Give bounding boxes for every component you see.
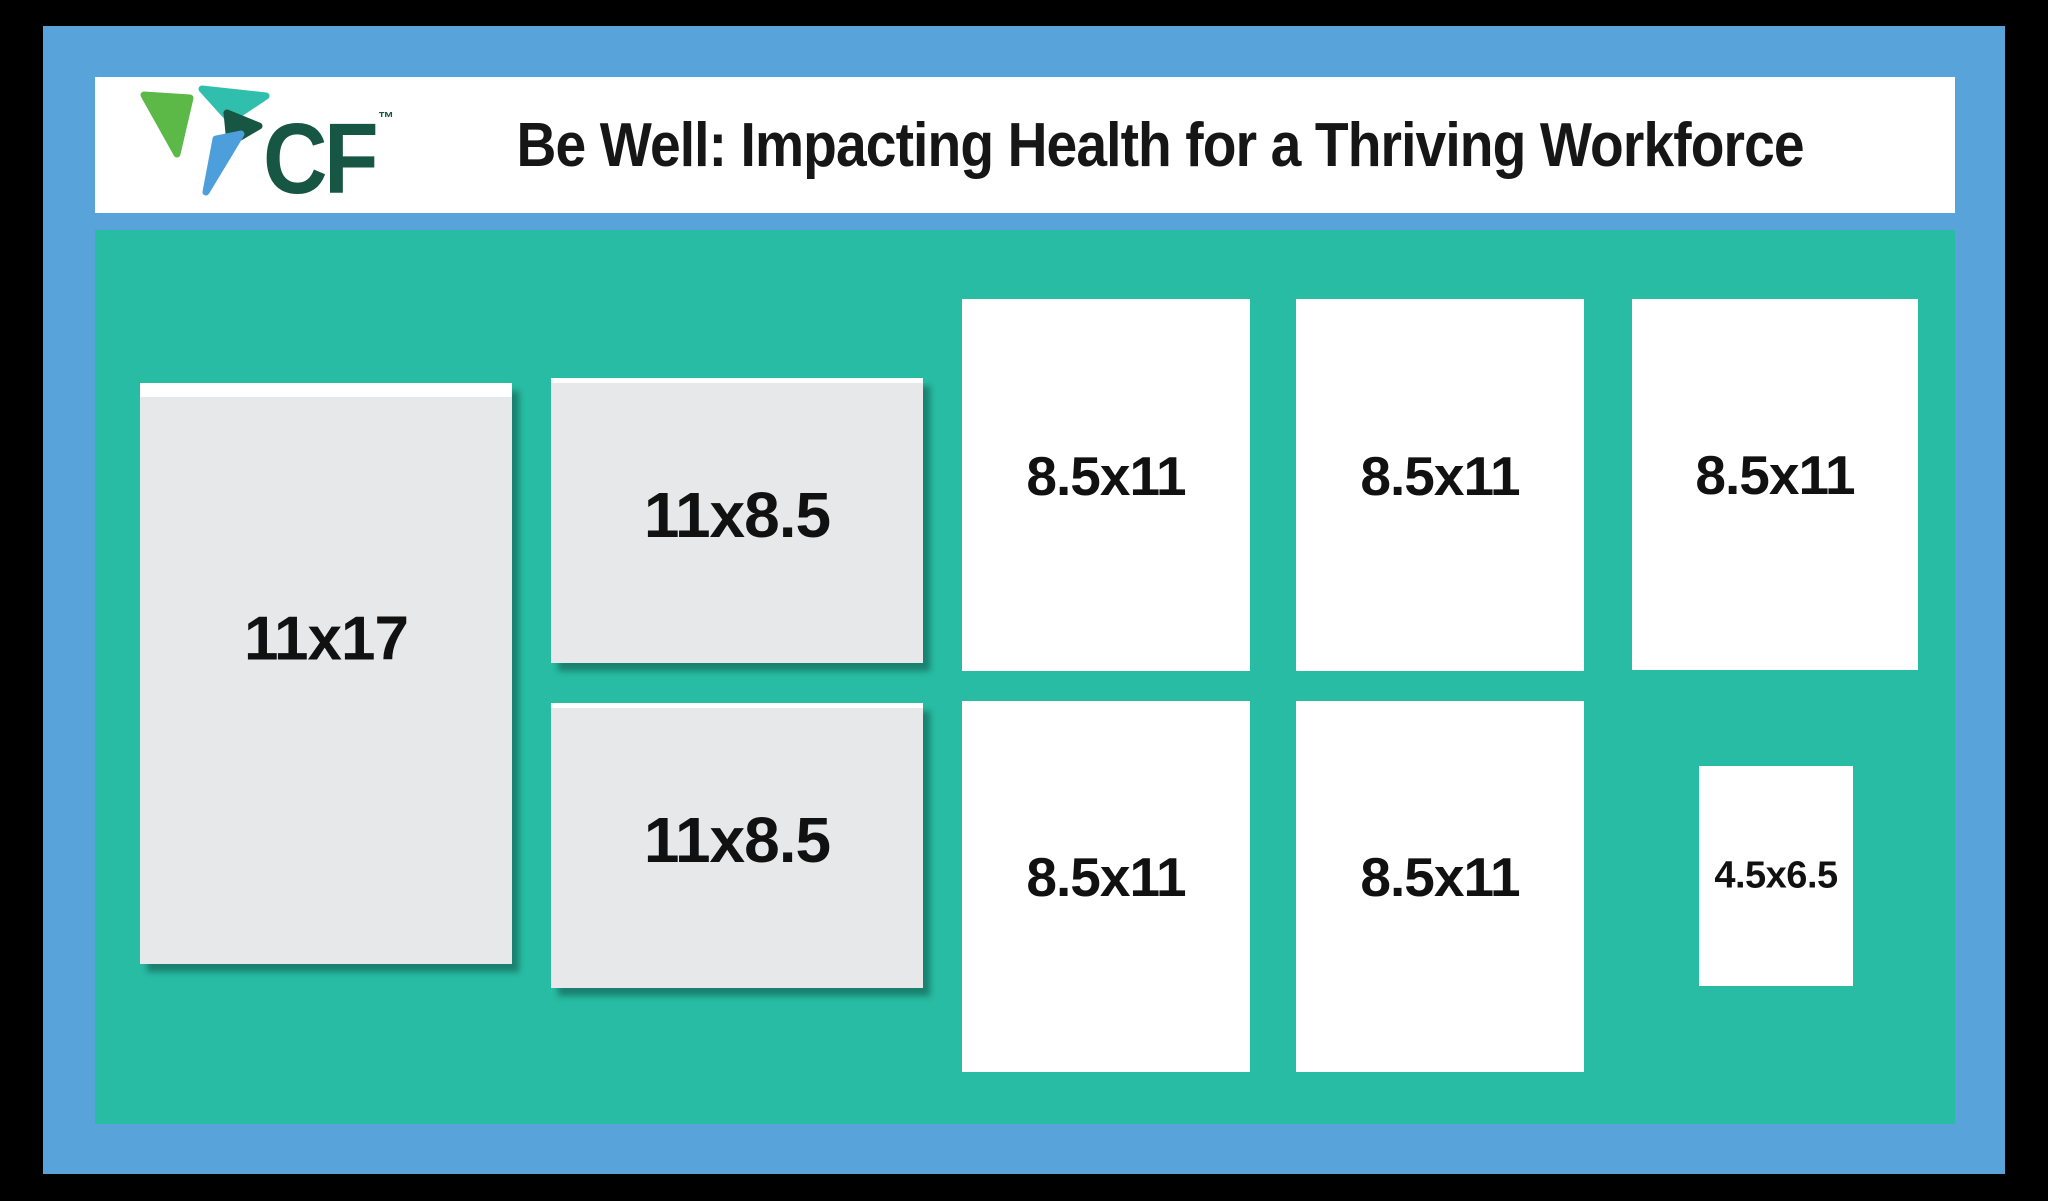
panel-11x17: 11x17: [140, 383, 512, 964]
panel-paper-surface: [551, 383, 923, 663]
panel-size-label: 8.5x11: [1360, 846, 1520, 909]
cf-logo: CF ™: [140, 85, 394, 205]
board-canvas: 11x17 11x8.5 11x8.5 8.5x11 8.5x11 8.5x11…: [95, 230, 1955, 1124]
panel-size-label: 8.5x11: [1026, 444, 1186, 507]
panel-paper-surface: [140, 397, 512, 964]
panel-size-label: 8.5x11: [1026, 846, 1186, 909]
logo-blue-triangle-icon: [202, 130, 245, 196]
panel-paper-surface: [551, 708, 923, 988]
logo-teal-triangle-icon: [198, 85, 270, 124]
cf-logo-pinwheel-icon: [140, 85, 270, 196]
panel-size-label: 4.5x6.5: [1714, 854, 1838, 897]
panel-size-label: 11x17: [244, 604, 409, 674]
panel-8-5x11-row2-col2: 8.5x11: [1296, 701, 1584, 1072]
header-title-area: Be Well: Impacting Health for a Thriving…: [415, 77, 1905, 213]
page-title: Be Well: Impacting Health for a Thriving…: [516, 110, 1804, 180]
logo-letters: CF: [263, 103, 376, 205]
panel-size-label: 8.5x11: [1360, 444, 1520, 507]
panel-11x8-5-bottom: 11x8.5: [551, 703, 923, 988]
panel-11x8-5-top: 11x8.5: [551, 378, 923, 663]
panel-8-5x11-row1-col3: 8.5x11: [1632, 299, 1918, 670]
header-bar: CF ™ Be Well: Impacting Health for a Thr…: [95, 77, 1955, 213]
panel-8-5x11-row1-col1: 8.5x11: [962, 299, 1250, 671]
logo-green-triangle-icon: [140, 91, 194, 158]
panel-8-5x11-row1-col2: 8.5x11: [1296, 299, 1584, 671]
panel-size-label: 8.5x11: [1695, 444, 1855, 507]
panel-8-5x11-row2-col1: 8.5x11: [962, 701, 1250, 1072]
bulletin-board-frame: CF ™ Be Well: Impacting Health for a Thr…: [43, 26, 2005, 1174]
logo-trademark: ™: [378, 110, 394, 127]
panel-size-label: 11x8.5: [643, 803, 831, 876]
panel-4-5x6-5: 4.5x6.5: [1699, 766, 1853, 986]
panel-size-label: 11x8.5: [643, 478, 831, 551]
